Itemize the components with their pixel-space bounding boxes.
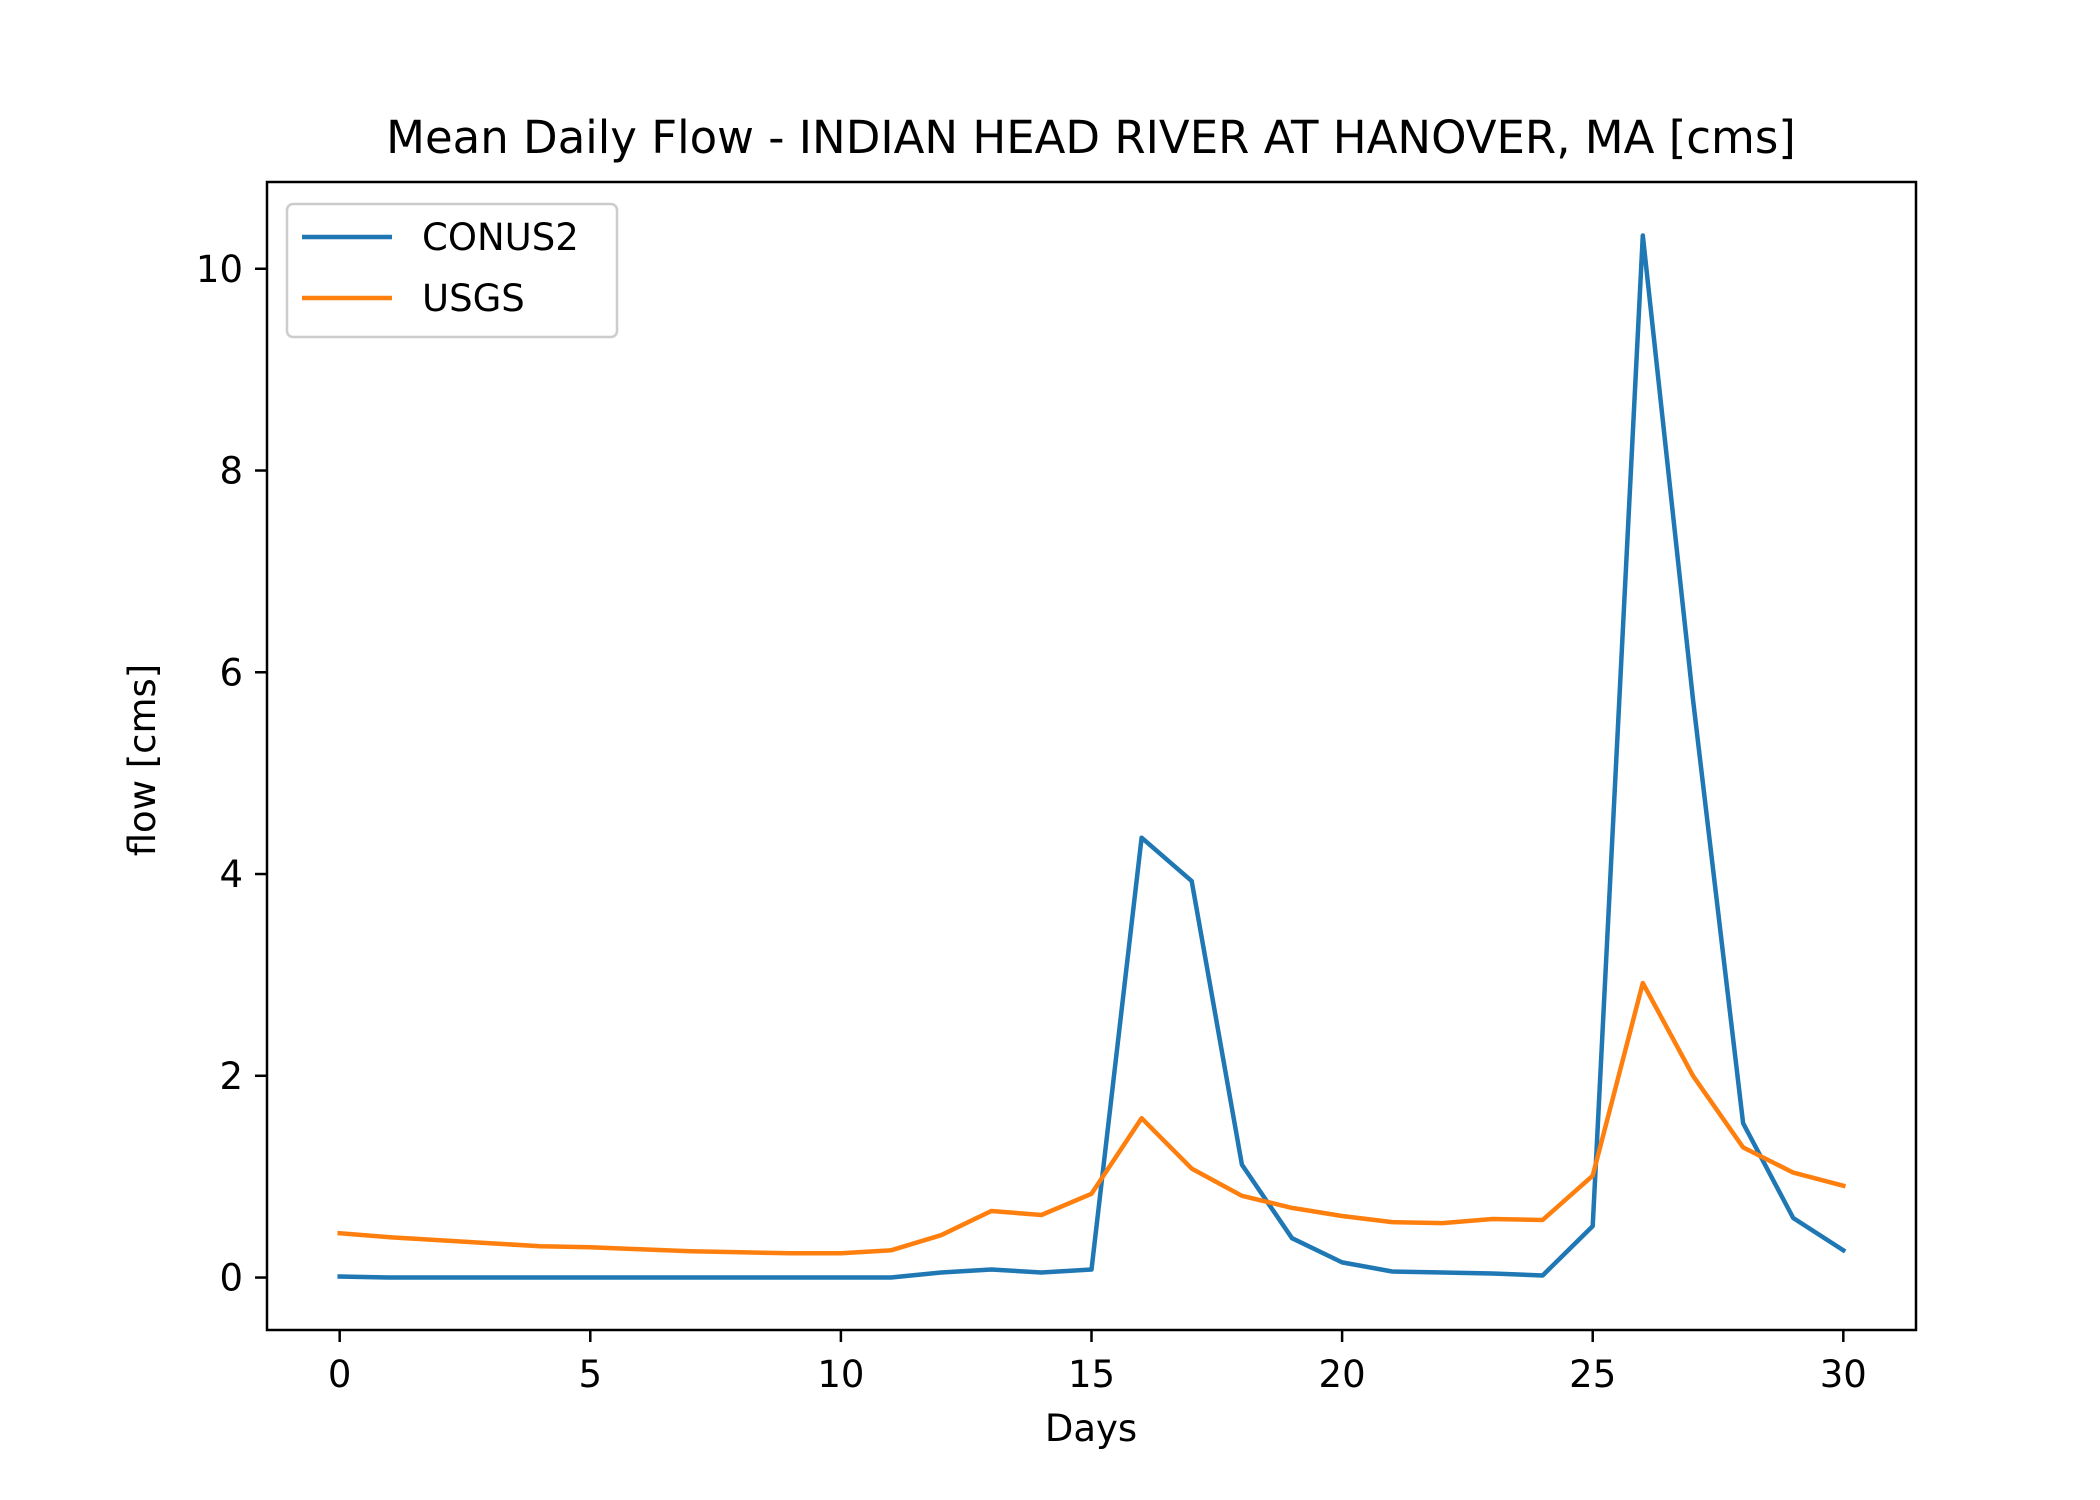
y-tick-label: 8 [219, 450, 243, 493]
legend: CONUS2 USGS [285, 202, 619, 339]
chart-title: Mean Daily Flow - INDIAN HEAD RIVER AT H… [386, 111, 1796, 164]
series-line-conus2 [337, 233, 1847, 1280]
y-axis-ticks: 0 2 4 6 8 10 [196, 248, 267, 1300]
series-line-usgs [337, 980, 1847, 1256]
x-tick-label: 30 [1820, 1353, 1867, 1396]
y-axis-label: flow [cms] [121, 664, 164, 857]
x-axis-label: Days [1045, 1407, 1137, 1450]
y-tick-label: 2 [219, 1055, 243, 1098]
x-tick-label: 10 [817, 1353, 864, 1396]
x-tick-label: 0 [328, 1353, 352, 1396]
x-tick-label: 20 [1319, 1353, 1366, 1396]
legend-label-conus2: CONUS2 [422, 216, 579, 259]
y-tick-label: 4 [219, 853, 243, 896]
legend-label-usgs: USGS [422, 277, 525, 320]
x-axis-ticks: 0 5 10 15 20 25 30 [328, 1330, 1867, 1396]
y-tick-label: 6 [219, 651, 243, 694]
x-tick-label: 5 [579, 1353, 603, 1396]
y-tick-label: 0 [219, 1257, 243, 1300]
x-tick-label: 15 [1068, 1353, 1115, 1396]
y-tick-label: 10 [196, 248, 243, 291]
x-tick-label: 25 [1569, 1353, 1616, 1396]
